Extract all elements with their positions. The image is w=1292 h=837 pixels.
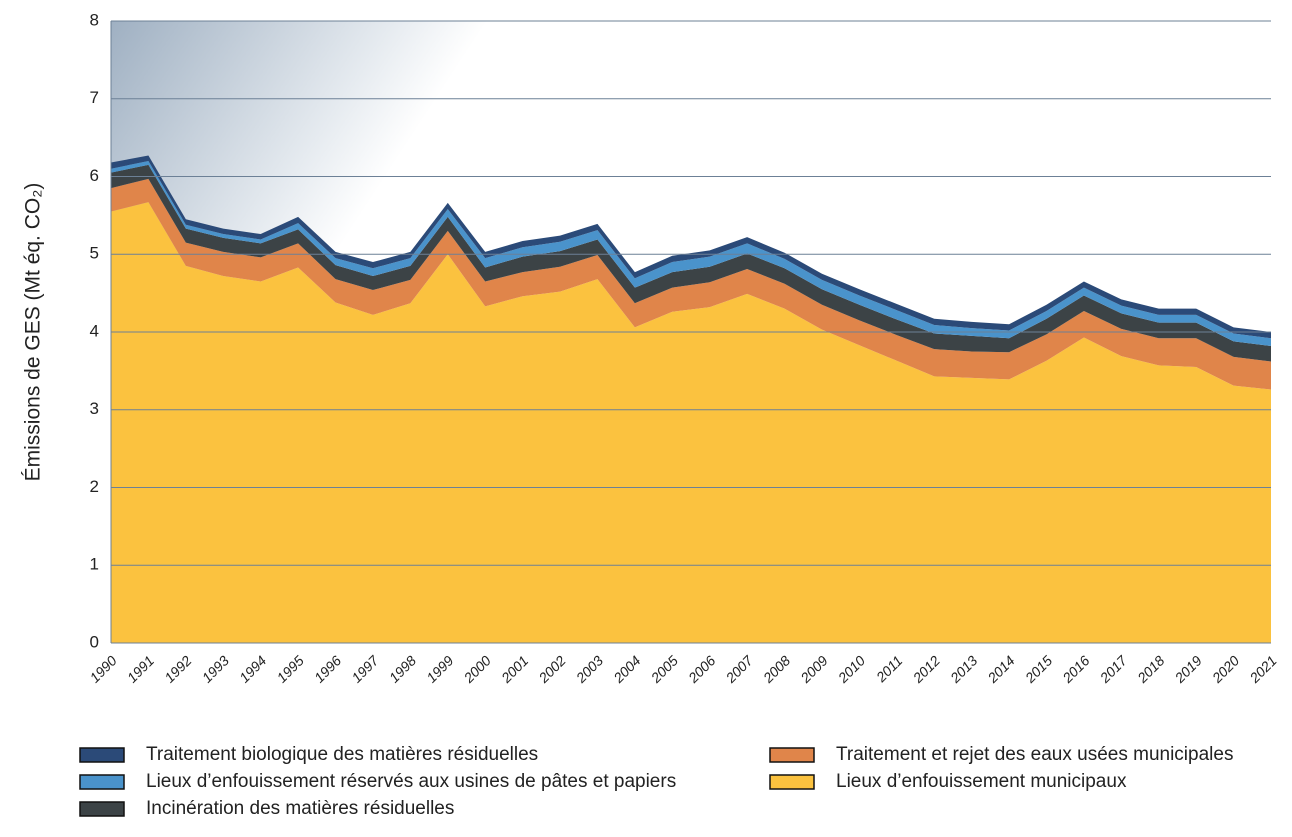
legend-swatch [769,774,815,790]
x-tick-label: 2001 [497,652,531,686]
x-tick-label: 1993 [199,652,232,685]
x-tick-label: 2009 [797,652,831,686]
x-tick-label: 2008 [759,652,793,686]
y-tick-label: 3 [90,399,99,418]
x-tick-label: 2007 [722,652,757,687]
x-tick-label: 2013 [946,652,980,686]
x-tick-label: 1992 [161,652,194,685]
area [111,202,1271,643]
x-tick-label: 1996 [311,652,344,685]
y-tick-label: 7 [90,88,99,107]
y-tick-label: 6 [90,166,99,185]
x-tick-label: 1999 [423,652,456,685]
x-tick-label: 2016 [1059,652,1093,686]
y-tick-label: 5 [90,244,99,263]
x-tick-label: 1995 [273,652,306,685]
x-tick-label: 2021 [1246,652,1280,686]
x-tick-label: 1994 [236,652,269,685]
y-tick-label: 4 [90,321,99,340]
legend-label: Lieux d’enfouissement municipaux [836,771,1127,792]
legend-label: Lieux d’enfouissement réservés aux usine… [146,771,676,792]
legend-swatch [769,747,815,763]
x-tick-label: 2003 [572,652,606,686]
y-tick-label: 2 [90,477,99,496]
y-tick-label: 0 [90,632,99,651]
y-tick-label: 8 [90,10,99,29]
legend-swatch [79,801,125,817]
x-tick-label: 2005 [647,652,681,686]
x-tick-label: 2000 [460,652,494,686]
x-tick-label: 2015 [1021,652,1055,686]
x-tick-label: 2012 [909,652,943,686]
y-tick-label: 1 [90,555,99,574]
x-tick-label: 2006 [684,652,718,686]
x-tick-label: 2019 [1171,652,1205,686]
x-tick-label: 1990 [86,652,119,685]
x-tick-label: 1998 [386,652,419,685]
area [111,178,1271,390]
x-tick-label: 2004 [610,652,644,686]
y-axis-label: Émissions de GES (Mt éq. CO₂) [22,183,45,482]
x-tick-label: 2020 [1208,652,1242,686]
legend-label: Traitement et rejet des eaux usées munic… [836,744,1233,765]
legend-swatch [79,774,125,790]
x-tick-label: 2002 [535,652,569,686]
legend-swatch [79,747,125,763]
x-tick-label: 1997 [348,652,382,686]
legend-label: Traitement biologique des matières résid… [146,744,538,765]
x-tick-label: 1991 [124,652,157,685]
x-tick-label: 2018 [1133,652,1167,686]
x-tick-label: 2014 [984,652,1018,686]
x-tick-label: 2010 [834,652,868,686]
x-tick-label: 2017 [1096,652,1131,687]
legend-label: Incinération des matières résiduelles [146,798,454,819]
x-tick-label: 2011 [872,652,905,685]
